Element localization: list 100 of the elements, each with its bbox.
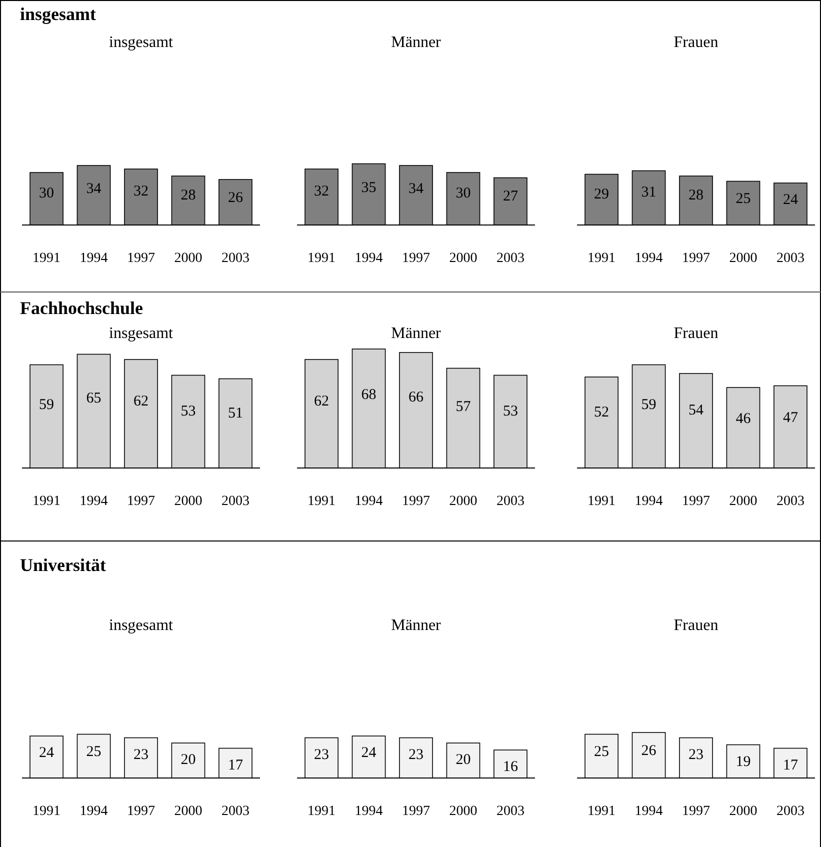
data-label: 20 <box>180 752 196 768</box>
x-tick-label: 2000 <box>729 494 758 509</box>
x-tick-label: 1997 <box>682 251 710 266</box>
data-label: 23 <box>688 746 704 763</box>
data-label: 25 <box>86 744 102 760</box>
data-label: 26 <box>641 742 657 759</box>
x-tick-label: 1991 <box>308 494 336 509</box>
x-tick-label: 1991 <box>588 804 616 819</box>
data-label: 25 <box>736 190 751 207</box>
data-label: 66 <box>408 389 424 406</box>
x-tick-label: 2003 <box>496 494 524 509</box>
x-tick-label: 1994 <box>634 251 663 266</box>
x-tick-label: 1997 <box>127 251 155 266</box>
data-label: 62 <box>134 394 148 410</box>
x-tick-label: 1994 <box>354 804 383 819</box>
chart-title: Männer <box>391 325 442 342</box>
data-label: 65 <box>86 390 102 406</box>
data-label: 23 <box>408 746 424 763</box>
x-tick-label: 2000 <box>729 804 758 819</box>
x-tick-label: 1997 <box>402 494 430 509</box>
data-label: 27 <box>502 188 518 205</box>
chart-title: insgesamt <box>109 325 174 342</box>
x-tick-label: 1991 <box>32 251 61 266</box>
x-tick-label: 1994 <box>354 494 383 509</box>
x-tick-label: 1994 <box>354 251 383 266</box>
x-tick-label: 1997 <box>682 804 710 819</box>
x-tick-label: 2003 <box>776 494 804 509</box>
x-tick-label: 2003 <box>776 804 804 819</box>
x-tick-label: 1991 <box>588 251 616 266</box>
data-label: 24 <box>782 192 798 208</box>
x-tick-label: 2000 <box>174 804 202 819</box>
chart-title: Frauen <box>674 617 718 634</box>
data-label: 32 <box>134 183 148 200</box>
x-tick-label: 1991 <box>32 804 61 819</box>
x-tick-label: 1997 <box>682 494 710 509</box>
x-tick-label: 1997 <box>402 251 430 266</box>
chart-title: insgesamt <box>109 617 174 634</box>
x-tick-label: 1994 <box>80 804 108 819</box>
data-label: 17 <box>782 757 798 774</box>
data-label: 25 <box>594 744 610 760</box>
x-tick-label: 2003 <box>221 804 250 819</box>
data-label: 19 <box>736 754 751 770</box>
data-label: 26 <box>228 190 244 206</box>
chart-title: Männer <box>391 34 442 51</box>
x-tick-label: 1997 <box>127 804 155 819</box>
x-tick-label: 1994 <box>80 251 108 266</box>
data-label: 35 <box>361 180 376 196</box>
x-tick-label: 1994 <box>634 494 663 509</box>
data-label: 29 <box>594 186 610 203</box>
x-tick-label: 2000 <box>174 494 202 509</box>
x-tick-label: 2003 <box>221 494 250 509</box>
data-label: 62 <box>314 394 330 410</box>
data-label: 20 <box>456 752 471 768</box>
x-tick-label: 1994 <box>634 804 663 819</box>
x-tick-label: 1991 <box>32 494 61 509</box>
data-label: 57 <box>456 399 472 416</box>
data-label: 34 <box>408 181 424 198</box>
data-label: 23 <box>134 746 148 763</box>
x-tick-label: 2000 <box>729 251 758 266</box>
data-label: 31 <box>641 184 656 200</box>
text: Fachhochschule <box>20 298 144 318</box>
text: insgesamt <box>20 4 96 24</box>
data-label: 32 <box>314 183 330 200</box>
x-tick-label: 2000 <box>174 251 202 266</box>
data-label: 28 <box>688 188 704 204</box>
data-label: 23 <box>314 746 330 763</box>
x-tick-label: 1991 <box>588 494 616 509</box>
x-tick-label: 1991 <box>308 251 336 266</box>
data-label: 54 <box>688 402 704 418</box>
x-tick-label: 1997 <box>127 494 155 509</box>
chart-title: insgesamt <box>109 34 174 51</box>
data-label: 46 <box>736 411 752 428</box>
data-label: 17 <box>228 757 244 774</box>
x-tick-label: 1994 <box>80 494 108 509</box>
x-tick-label: 1991 <box>308 804 336 819</box>
x-tick-label: 2000 <box>449 804 478 819</box>
x-tick-label: 1997 <box>402 804 430 819</box>
x-tick-label: 2003 <box>776 251 804 266</box>
chart-title: Frauen <box>674 325 718 342</box>
data-label: 24 <box>361 745 377 761</box>
data-label: 34 <box>86 181 102 198</box>
x-tick-label: 2000 <box>449 494 478 509</box>
data-label: 24 <box>39 745 55 761</box>
text: Universität <box>20 555 106 575</box>
data-label: 16 <box>502 759 518 775</box>
data-label: 30 <box>39 185 54 202</box>
data-label: 59 <box>641 396 656 413</box>
data-label: 53 <box>180 403 196 420</box>
x-tick-label: 2003 <box>496 804 524 819</box>
data-label: 52 <box>594 404 610 421</box>
data-label: 53 <box>502 403 518 420</box>
x-tick-label: 2003 <box>221 251 250 266</box>
data-label: 28 <box>180 188 196 204</box>
data-label: 47 <box>782 410 798 426</box>
data-label: 30 <box>456 185 471 202</box>
chart-title: Männer <box>391 617 442 634</box>
chart-title: Frauen <box>674 34 718 51</box>
x-tick-label: 2003 <box>496 251 524 266</box>
data-label: 59 <box>39 396 54 413</box>
data-label: 68 <box>361 387 376 404</box>
